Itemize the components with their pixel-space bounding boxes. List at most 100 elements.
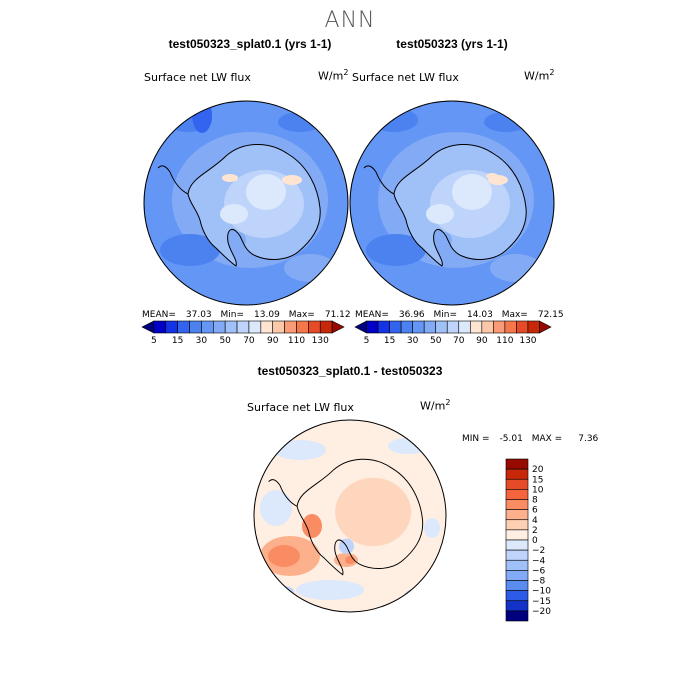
diff-stats: MIN = -5.01 MAX = 7.36 (462, 434, 598, 444)
right-map-ross-sea (436, 232, 452, 248)
diff-colorbar-swatch (505, 570, 529, 581)
left-colorbar-swatch (212, 320, 226, 334)
diff-colorbar-swatch (505, 529, 529, 541)
diff-colorbar-swatch (505, 590, 529, 602)
left-colorbar-tick-label: 110 (288, 336, 305, 346)
diff-colorbar-swatch (505, 539, 529, 551)
right-colorbar-tick-label: 30 (407, 336, 419, 346)
diff-field-name: Surface net LW flux (247, 401, 354, 414)
left-stats: MEAN= 37.03 Min= 13.09 Max= 71.12 (142, 310, 351, 320)
diff-colorbar-tick-label: 10 (532, 485, 544, 495)
left-colorbar-tick-label: 30 (196, 336, 208, 346)
right-colorbar-swatch (481, 320, 494, 334)
diff-map-neg-patch (424, 518, 440, 538)
left-colorbar-tick-label: 5 (151, 336, 157, 346)
right-colorbar-swatch (400, 320, 413, 334)
diff-map-pos-patch (268, 545, 300, 567)
diff-map-neg-patch (260, 490, 292, 526)
left-colorbar-swatch (248, 320, 262, 334)
diff-colorbar-tick-label: 0 (532, 536, 538, 546)
diff-colorbar-swatch (505, 489, 529, 500)
right-map-plateau-core (452, 174, 492, 210)
right-stats: MEAN= 36.96 Min= 14.03 Max= 72.15 (355, 310, 564, 320)
left-colorbar-swatch (153, 320, 167, 334)
left-colorbar-swatch (296, 320, 309, 334)
right-max-label: Max= (501, 310, 528, 320)
diff-map-border (253, 419, 447, 613)
right-colorbar-tick-label: 50 (430, 336, 442, 346)
right-colorbar-tick-label: 130 (519, 336, 536, 346)
right-colorbar-swatch (435, 320, 448, 334)
left-colorbar-swatch (284, 320, 297, 334)
right-map-plateau-core (426, 204, 454, 224)
right-colorbar-swatch (469, 320, 483, 334)
left-map-plateau-core (220, 204, 248, 224)
left-colorbar-swatch (165, 320, 178, 334)
left-map-border (143, 100, 349, 306)
diff-colorbar-tick-label: −6 (532, 566, 546, 576)
left-mean-label: MEAN= (142, 310, 176, 320)
diff-map-neg-patch (296, 580, 364, 600)
right-colorbar-swatch (516, 320, 529, 334)
diff-units: W/m2 (420, 398, 451, 413)
right-colorbar-end-high (539, 320, 552, 334)
right-colorbar-tick-label: 90 (476, 336, 488, 346)
right-colorbar-swatch (389, 320, 402, 334)
left-field-name: Surface net LW flux (144, 71, 251, 84)
right-colorbar-tick-label: 70 (453, 336, 465, 346)
left-colorbar-end-low (141, 320, 155, 334)
left-map (143, 100, 349, 306)
diff-map-pos-patch (302, 514, 322, 538)
left-colorbar-swatch (177, 320, 190, 334)
diff-colorbar-tick-label: −4 (532, 556, 546, 566)
diff-colorbar-tick-label: 2 (532, 526, 538, 536)
right-colorbar-end-low (354, 320, 367, 334)
left-map-ocean-patch (278, 112, 322, 132)
diff-case-title: test050323_splat0.1 - test050323 (257, 364, 443, 378)
diff-map-neg-patch (404, 588, 436, 604)
right-mean-label: MEAN= (355, 310, 389, 320)
diff-colorbar-tick-label: −2 (532, 546, 545, 556)
left-colorbar-swatch (260, 320, 274, 334)
right-colorbar-swatch (527, 320, 540, 334)
right-colorbar-swatch (446, 320, 460, 334)
right-map-border (349, 100, 555, 306)
left-map-ocean-patch (284, 254, 336, 282)
diff-colorbar-tick-label: 4 (532, 516, 538, 526)
left-map-warm-patch (222, 174, 238, 182)
right-colorbar-tick-label: 110 (496, 336, 513, 346)
diff-colorbar-swatch (505, 559, 529, 571)
right-min-value: 14.03 (467, 310, 493, 320)
left-max-label: Max= (288, 310, 315, 320)
right-map-warm-patch (486, 173, 498, 179)
diff-colorbar-tick-label: 8 (532, 496, 538, 506)
left-colorbar-swatch (201, 320, 214, 334)
diff-colorbar-swatch (505, 499, 529, 510)
right-colorbar-tick-label: 15 (384, 336, 395, 346)
figure-title: ANN (324, 8, 376, 33)
diff-min-value: -5.01 (499, 434, 523, 444)
left-map-ocean-patch (160, 234, 220, 266)
diff-colorbar-tick-label: 15 (532, 475, 543, 485)
diff-map-pos-patch (345, 556, 355, 564)
diff-colorbar-swatch (505, 478, 529, 490)
left-colorbar-tick-label: 90 (267, 336, 279, 346)
diff-map (253, 419, 447, 613)
right-colorbar-tick-label: 5 (364, 336, 370, 346)
diff-colorbar-tick-label: −20 (532, 607, 551, 617)
left-min-value: 13.09 (254, 310, 280, 320)
right-mean-value: 36.96 (398, 310, 425, 320)
left-colorbar-swatch (319, 320, 333, 334)
right-map-ocean-patch (490, 254, 542, 282)
diff-colorbar-tick-label: −8 (532, 577, 546, 587)
diff-min-label: MIN = (462, 434, 490, 444)
right-map-ocean-patch (484, 112, 528, 132)
left-units: W/m2 (318, 68, 349, 83)
right-min-label: Min= (433, 310, 458, 320)
diff-max-label: MAX = (531, 434, 563, 444)
right-units: W/m2 (524, 68, 555, 83)
diff-colorbar-tick-label: 6 (532, 506, 538, 516)
diff-colorbar-tick-label: −10 (532, 587, 551, 597)
